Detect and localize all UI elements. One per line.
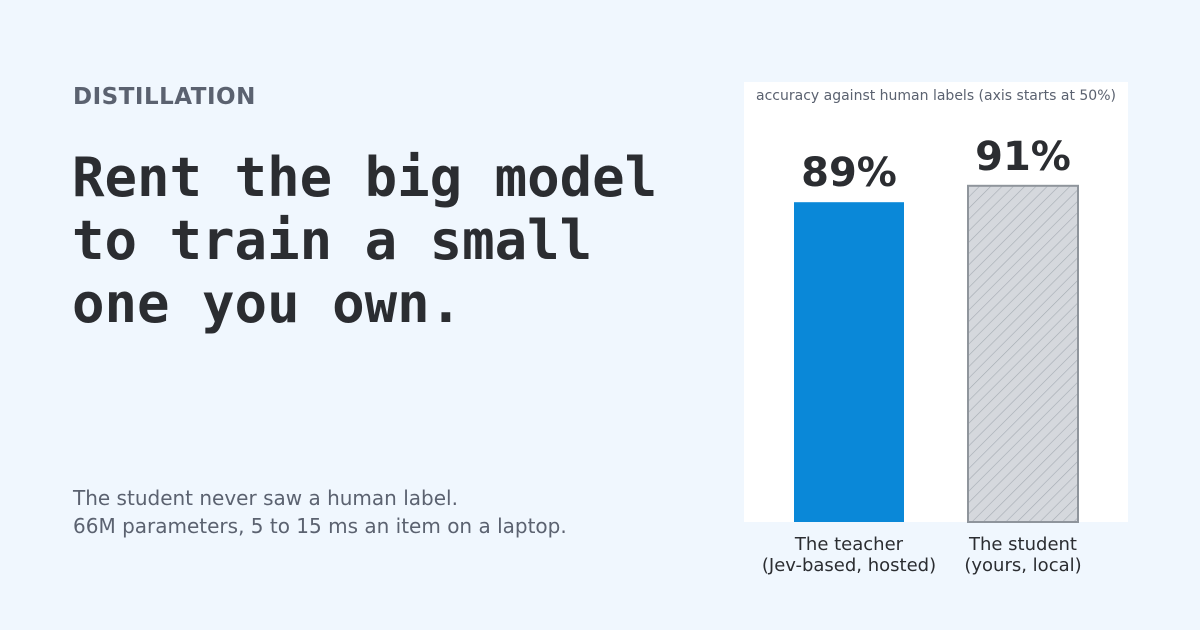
body-line: The student never saw a human label. (73, 486, 458, 510)
eyebrow: DISTILLATION (73, 84, 256, 110)
headline-line: one you own. (72, 272, 463, 335)
x-tick-label: The student (yours, local) (964, 534, 1082, 576)
chart-subtitle: accuracy against human labels (axis star… (756, 88, 1116, 104)
headline-line: Rent the big model (72, 146, 658, 209)
headline-line: to train a small (72, 209, 593, 272)
body-text: The student never saw a human label. 66M … (73, 484, 567, 540)
body-line: 66M parameters, 5 to 15 ms an item on a … (73, 514, 567, 538)
bar (794, 202, 904, 522)
value-label: 91% (975, 134, 1071, 180)
x-tick-label: The teacher (Jev-based, hosted) (761, 534, 937, 576)
value-label: 89% (801, 150, 897, 196)
headline: Rent the big model to train a small one yo… (72, 146, 657, 335)
bar (967, 184, 1079, 524)
